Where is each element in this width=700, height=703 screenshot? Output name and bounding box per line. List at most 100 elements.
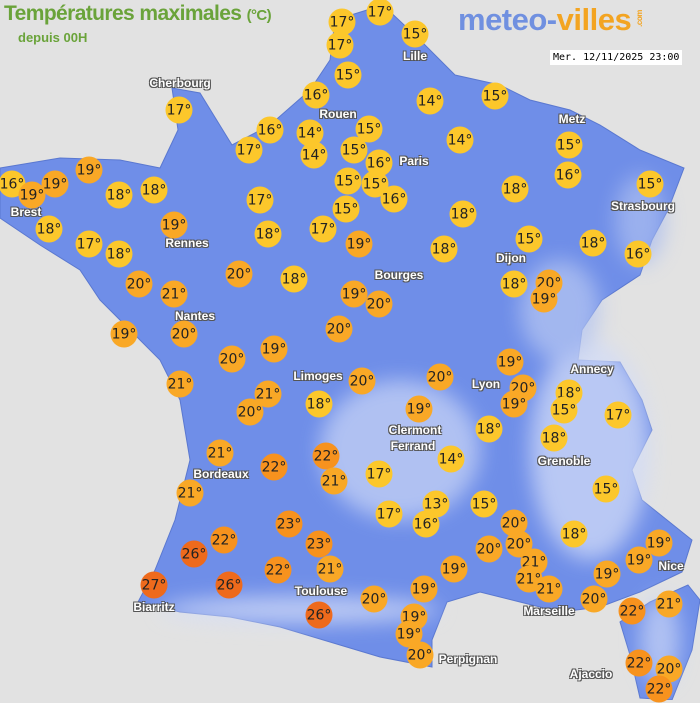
temperature-marker[interactable]: 14° [416,87,444,115]
temperature-marker[interactable]: 22° [264,556,292,584]
temperature-marker[interactable]: 22° [210,526,238,554]
temperature-marker[interactable]: 18° [35,215,63,243]
temperature-marker[interactable]: 19° [593,560,621,588]
temperature-marker[interactable]: 18° [254,220,282,248]
temperature-marker[interactable]: 18° [140,176,168,204]
temperature-marker[interactable]: 20° [236,398,264,426]
temperature-marker[interactable]: 17° [246,186,274,214]
temperature-marker[interactable]: 14° [300,141,328,169]
temperature-marker[interactable]: 15° [515,225,543,253]
temperature-marker[interactable]: 17° [328,8,356,36]
temperature-marker[interactable]: 15° [332,195,360,223]
temperature-marker[interactable]: 18° [449,200,477,228]
temperature-marker[interactable]: 22° [312,442,340,470]
temperature-marker[interactable]: 15° [481,82,509,110]
temperature-marker[interactable]: 19° [75,156,103,184]
temperature-marker[interactable]: 20° [360,585,388,613]
temperature-marker[interactable]: 20° [170,320,198,348]
temperature-marker[interactable]: 16° [554,161,582,189]
temperature-marker[interactable]: 15° [334,61,362,89]
temperature-marker[interactable]: 15° [334,167,362,195]
temperature-marker[interactable]: 20° [426,363,454,391]
temperature-marker[interactable]: 20° [325,315,353,343]
temperature-marker[interactable]: 18° [501,175,529,203]
temperature-marker[interactable]: 17° [326,31,354,59]
temperature-marker[interactable]: 17° [165,96,193,124]
temperature-marker[interactable]: 21° [176,479,204,507]
temperature-marker[interactable]: 19° [405,395,433,423]
temperature-marker[interactable]: 16° [380,185,408,213]
temperature-marker[interactable]: 18° [579,229,607,257]
temperature-marker[interactable]: 20° [500,509,528,537]
temperature-marker[interactable]: 26° [180,540,208,568]
temperature-marker[interactable]: 19° [260,335,288,363]
temperature-marker[interactable]: 19° [440,555,468,583]
temperature-marker[interactable]: 18° [560,520,588,548]
temperature-marker[interactable]: 19° [345,230,373,258]
temperature-marker[interactable]: 15° [636,170,664,198]
temperature-marker[interactable]: 16° [412,510,440,538]
temperature-marker[interactable]: 20° [218,345,246,373]
temperature-marker[interactable]: 21° [655,590,683,618]
temperature-marker[interactable]: 15° [550,396,578,424]
temperature-marker[interactable]: 18° [280,265,308,293]
temperature-marker[interactable]: 21° [316,555,344,583]
temperature-marker[interactable]: 20° [125,270,153,298]
temperature-marker[interactable]: 17° [604,401,632,429]
temperature-marker[interactable]: 20° [406,641,434,669]
temperature-marker[interactable]: 23° [305,530,333,558]
temperature-marker[interactable]: 23° [275,510,303,538]
temperature-marker[interactable]: 14° [437,445,465,473]
temperature-marker[interactable]: 20° [365,290,393,318]
temperature-marker[interactable]: 26° [305,601,333,629]
temperature-marker[interactable]: 15° [555,131,583,159]
temperature-marker[interactable]: 19° [18,181,46,209]
temperature-marker[interactable]: 27° [140,571,168,599]
temperature-marker[interactable]: 18° [105,240,133,268]
temperature-marker[interactable]: 20° [225,260,253,288]
temperature-marker[interactable]: 16° [302,81,330,109]
temperature-marker[interactable]: 22° [625,649,653,677]
temperature-marker[interactable]: 19° [41,170,69,198]
temperature-marker[interactable]: 15° [401,20,429,48]
temperature-marker[interactable]: 17° [235,136,263,164]
temperature-marker[interactable]: 18° [500,270,528,298]
temperature-marker[interactable]: 19° [625,546,653,574]
temperature-marker[interactable]: 19° [340,280,368,308]
temperature-marker[interactable]: 15° [340,136,368,164]
temperature-marker[interactable]: 17° [75,230,103,258]
temperature-marker[interactable]: 17° [366,0,394,26]
temperature-marker[interactable]: 16° [624,240,652,268]
temperature-marker[interactable]: 17° [309,215,337,243]
temperature-marker[interactable]: 22° [618,597,646,625]
temperature-marker[interactable]: 19° [530,285,558,313]
temperature-marker[interactable]: 17° [375,500,403,528]
temperature-marker[interactable]: 15° [592,475,620,503]
temperature-marker[interactable]: 19° [496,348,524,376]
temperature-marker[interactable]: 20° [580,585,608,613]
temperature-marker[interactable]: 21° [320,467,348,495]
temperature-marker[interactable]: 19° [500,390,528,418]
temperature-marker[interactable]: 16° [256,116,284,144]
meteo-villes-logo[interactable]: meteo-villes .com [458,2,643,38]
temperature-marker[interactable]: 21° [535,575,563,603]
temperature-marker[interactable]: 20° [348,367,376,395]
temperature-marker[interactable]: 19° [160,211,188,239]
temperature-marker[interactable]: 21° [166,370,194,398]
temperature-marker[interactable]: 22° [645,675,673,703]
temperature-marker[interactable]: 18° [105,181,133,209]
temperature-marker[interactable]: 22° [260,453,288,481]
temperature-marker[interactable]: 21° [206,439,234,467]
temperature-marker[interactable]: 14° [446,126,474,154]
temperature-marker[interactable]: 18° [430,235,458,263]
temperature-marker[interactable]: 26° [215,571,243,599]
temperature-marker[interactable]: 21° [160,280,188,308]
temperature-marker[interactable]: 15° [470,490,498,518]
temperature-marker[interactable]: 19° [410,575,438,603]
temperature-marker[interactable]: 19° [110,320,138,348]
temperature-marker[interactable]: 20° [475,535,503,563]
temperature-marker[interactable]: 18° [540,424,568,452]
temperature-marker[interactable]: 18° [305,390,333,418]
temperature-marker[interactable]: 17° [365,460,393,488]
temperature-marker[interactable]: 18° [475,415,503,443]
